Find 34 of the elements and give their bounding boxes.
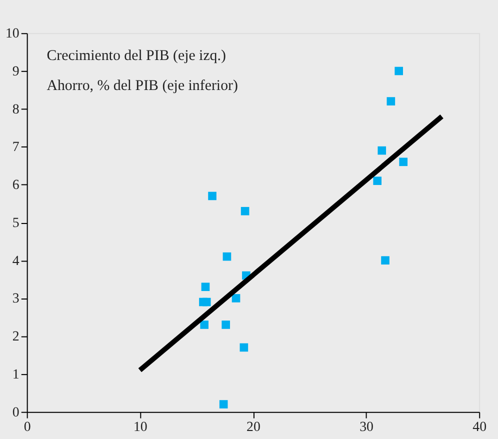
- point: [200, 320, 209, 329]
- y-tick-label: 1: [12, 367, 20, 382]
- point: [240, 343, 248, 352]
- point: [222, 252, 232, 261]
- point: [399, 158, 408, 166]
- point: [201, 282, 210, 292]
- y-tick-label: 9: [12, 64, 20, 80]
- annotation: Ahorro, % del PIB (eje inferior): [46, 78, 238, 94]
- point: [219, 400, 228, 408]
- point: [394, 66, 403, 76]
- point: [373, 176, 382, 185]
- y-tick-label: 2: [12, 330, 20, 345]
- y-tick-label: 4: [12, 254, 20, 269]
- point: [202, 298, 211, 306]
- y-tick-label: 7: [12, 140, 20, 156]
- x-tick-label: 10: [133, 420, 148, 436]
- x-tick-label: 30: [360, 420, 374, 436]
- annotation: Crecimiento del PIB (eje izq.): [46, 48, 226, 64]
- point: [386, 97, 396, 106]
- y-tick-label: 8: [12, 102, 20, 118]
- x-tick-label: 40: [472, 420, 487, 436]
- y-tick-label: 6: [12, 178, 20, 194]
- point: [208, 192, 216, 200]
- point: [240, 206, 250, 216]
- y-tick-label: 3: [12, 292, 20, 307]
- x-tick-label: 20: [246, 420, 260, 436]
- y-tick-label: 0: [12, 405, 20, 420]
- y-tick-label: 5: [12, 216, 20, 231]
- x-tick-label: 0: [24, 420, 31, 436]
- point: [381, 256, 390, 265]
- point: [232, 294, 240, 302]
- point: [378, 146, 386, 155]
- point: [222, 320, 230, 329]
- y-tick-label: 10: [5, 26, 20, 42]
